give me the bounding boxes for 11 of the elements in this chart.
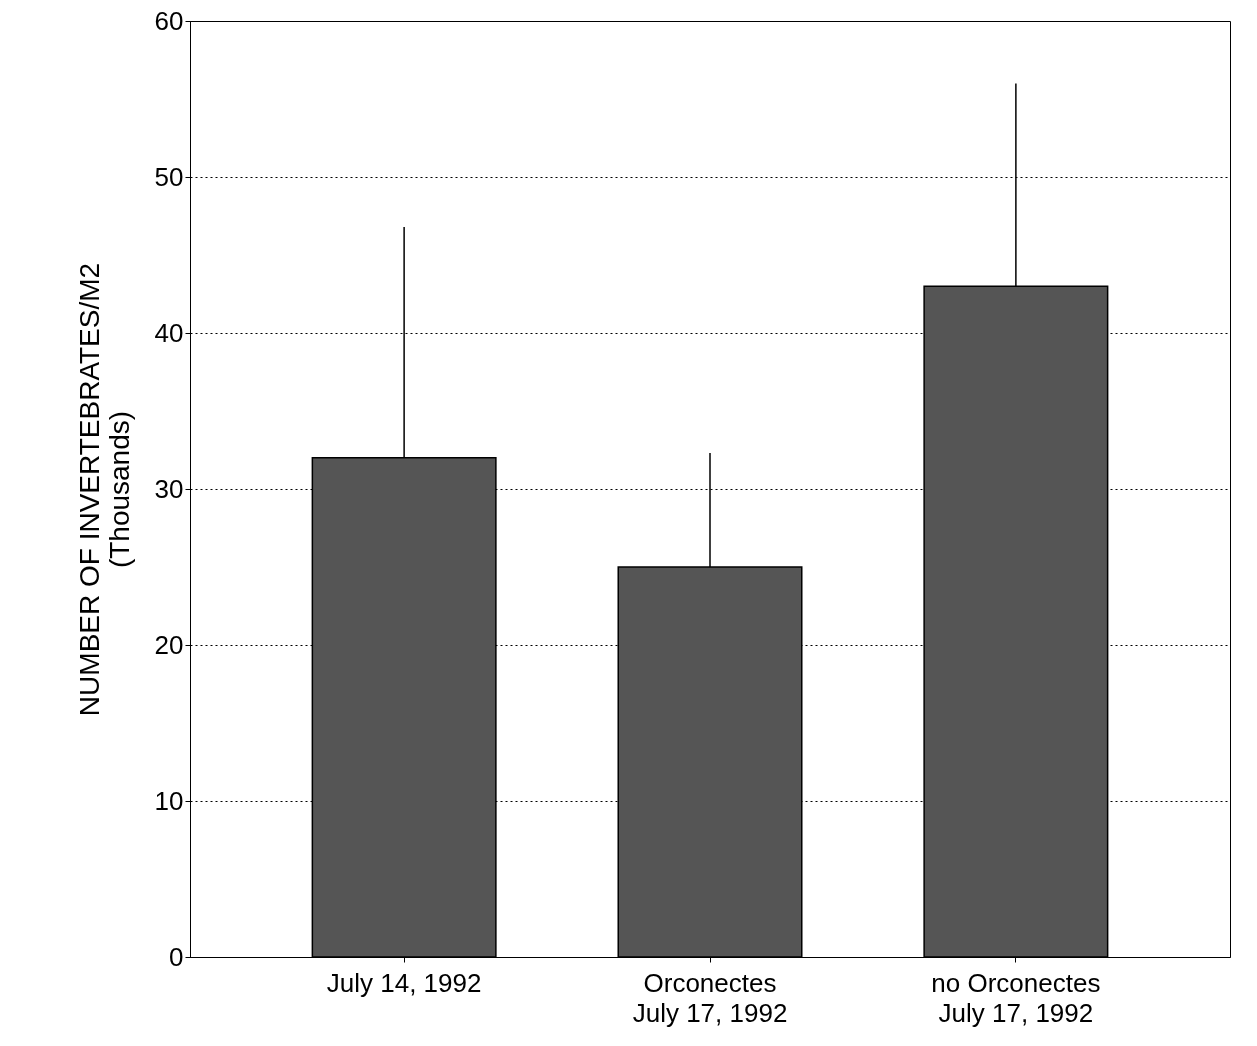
y-tick-label: 10	[154, 785, 184, 816]
y-tick-label: 40	[154, 317, 184, 348]
y-tick-label: 50	[154, 161, 184, 192]
y-tick-label: 30	[154, 473, 184, 504]
y-tick-label: 60	[154, 5, 184, 36]
x-tick-label: no Orconectes July 17, 1992	[931, 967, 1101, 1028]
x-tick-label: Orconectes July 17, 1992	[632, 967, 788, 1028]
x-tick-label: July 14, 1992	[326, 967, 482, 998]
y-axis-title: NUMBER OF INVERTEBRATES/M2 (Thousands)	[73, 262, 135, 717]
y-tick-label: 0	[169, 941, 184, 972]
y-tick-label: 20	[154, 629, 184, 660]
